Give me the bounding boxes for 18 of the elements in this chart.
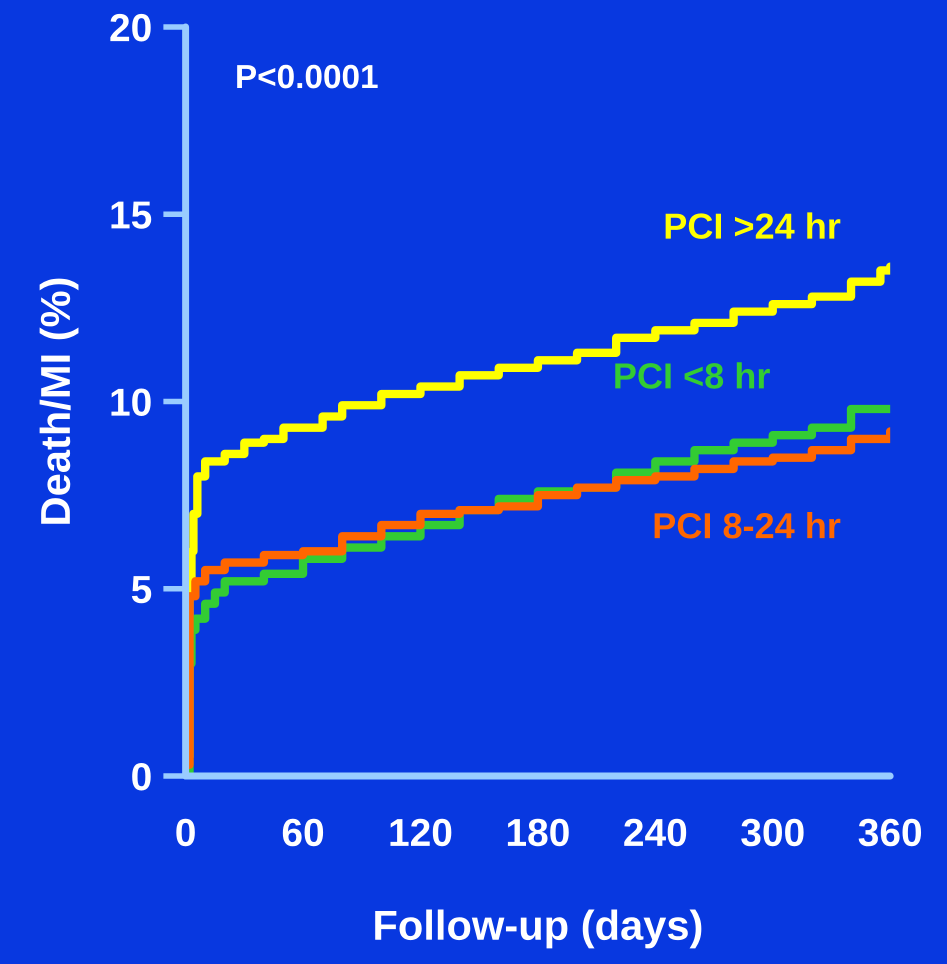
y-tick-label: 5 [132,576,152,604]
x-tick-label: 360 [858,818,922,846]
series-label: PCI >24 hr [666,212,840,239]
x-tick-label: 240 [624,818,686,846]
x-tick-label: 180 [508,818,569,846]
x-tick-label: 0 [176,818,195,846]
annotation: P<0.0001 [237,64,378,88]
series-label: PCI <8 hr [615,362,770,389]
y-axis-title: Death/MI (%) [40,278,78,524]
series-label: PCI 8-24 hr [654,512,840,539]
y-tick-label: 10 [111,388,151,416]
y-tick-label: 0 [132,762,151,790]
y-tick-label: 20 [110,14,151,42]
y-tick-label: 15 [111,202,152,229]
x-tick-label: 120 [390,818,452,846]
x-axis-title: Follow-up (days) [375,909,702,948]
x-tick-label: 300 [741,818,804,846]
x-tick-label: 60 [282,818,324,846]
